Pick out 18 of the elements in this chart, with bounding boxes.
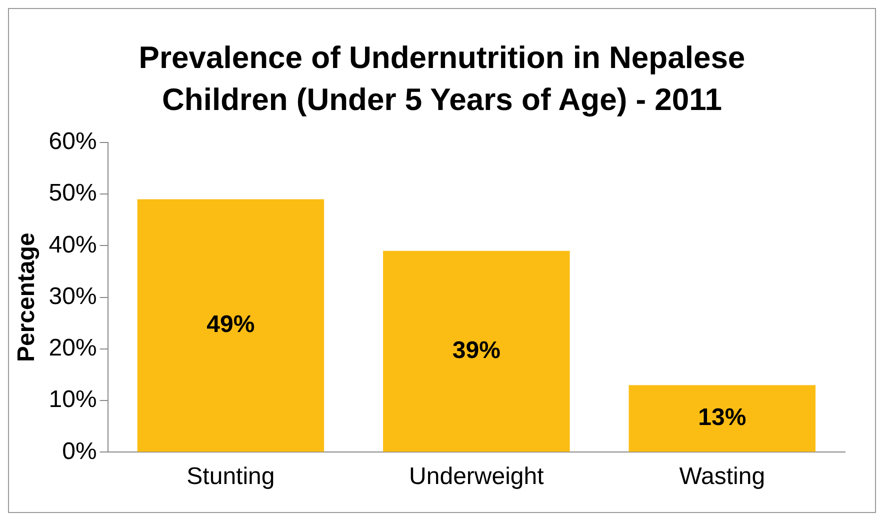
y-tick-label: 10% (48, 386, 97, 414)
data-label: 39% (452, 336, 500, 364)
y-tick-label: 0% (62, 438, 97, 465)
x-tick-label: Underweight (409, 463, 544, 490)
bar (137, 199, 324, 452)
y-tick-label: 60% (48, 128, 97, 156)
bar (628, 385, 816, 452)
y-tick-label: 50% (48, 180, 97, 207)
chart-title: Prevalence of Undernutrition in Nepalese Children (Under 5 Years of Age) - 2011 (138, 39, 746, 119)
y-tick-label: 30% (48, 282, 97, 310)
bar (383, 250, 570, 452)
data-label: 49% (206, 311, 255, 338)
y-axis-title: Percentage (13, 232, 40, 362)
y-tick-label: 40% (48, 231, 97, 258)
y-tick-label: 20% (48, 334, 97, 362)
x-tick-label: Stunting (186, 463, 275, 490)
data-label: 13% (698, 404, 746, 432)
x-tick-label: Wasting (679, 463, 766, 490)
